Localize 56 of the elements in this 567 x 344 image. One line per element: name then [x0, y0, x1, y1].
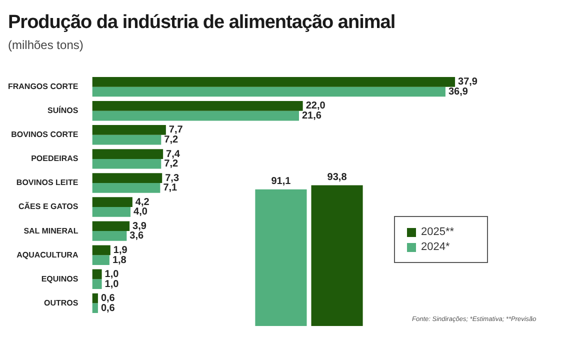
data-label: 91,1 — [271, 176, 292, 188]
bar — [92, 293, 98, 304]
y-tick-label: BOVINOS CORTE — [11, 130, 79, 140]
data-label: 3,6 — [130, 230, 144, 242]
chart-title: Produção da indústria de alimentação animal — [8, 12, 396, 34]
y-tick-label: OUTROS — [44, 298, 79, 308]
data-label: 7,7 — [168, 124, 184, 136]
bar — [92, 197, 132, 208]
data-label: 7,2 — [164, 158, 178, 170]
bar — [92, 231, 127, 241]
y-tick-label: EQUINOS — [41, 274, 79, 284]
data-label: 4,2 — [135, 196, 150, 208]
legend-label: 2025** — [421, 226, 454, 238]
bar — [92, 125, 166, 135]
data-label: 21,6 — [302, 110, 322, 122]
bar — [92, 182, 160, 193]
data-label: 7,3 — [165, 172, 180, 184]
data-label: 0,6 — [100, 302, 116, 314]
bar — [92, 76, 456, 87]
y-tick-label: AQUACULTURA — [16, 250, 78, 260]
bar — [92, 110, 299, 121]
data-label: 1,0 — [104, 268, 120, 280]
bar — [92, 255, 110, 265]
chart-subtitle: (milhões tons) — [8, 38, 84, 52]
bar — [92, 173, 162, 183]
y-tick-label: CÃES E GATOS — [18, 201, 79, 212]
bar — [92, 101, 303, 111]
bar — [92, 158, 162, 169]
data-label: 1,8 — [112, 254, 127, 266]
y-tick-label: SUÍNOS — [48, 105, 79, 116]
data-label: 36,9 — [448, 86, 468, 98]
data-label: 1,9 — [113, 244, 128, 256]
bar — [92, 134, 162, 145]
bar — [92, 86, 446, 97]
data-label: 4,0 — [134, 206, 148, 218]
bar — [92, 279, 102, 289]
data-label: 7,2 — [164, 134, 178, 146]
legend-label: 2024* — [421, 241, 450, 253]
data-label: 22,0 — [306, 100, 326, 112]
data-label: 3,9 — [132, 220, 147, 232]
data-label: 0,6 — [100, 293, 116, 304]
data-label: 37,9 — [458, 76, 478, 88]
bar — [92, 207, 131, 217]
bar — [92, 303, 98, 314]
data-label: 93,8 — [327, 172, 348, 184]
y-tick-label: POEDEIRAS — [31, 154, 79, 164]
data-label: 7,4 — [166, 148, 180, 160]
y-tick-label: SAL MINERAL — [24, 226, 78, 236]
data-label: 1,0 — [104, 278, 120, 290]
bar — [92, 221, 130, 232]
y-tick-label: FRANGOS CORTE — [8, 82, 79, 92]
bar — [92, 149, 164, 159]
y-tick-label: BOVINOS LEITE — [16, 178, 79, 188]
bar — [92, 245, 110, 256]
data-label: 7,1 — [163, 182, 178, 194]
bar — [92, 269, 102, 280]
